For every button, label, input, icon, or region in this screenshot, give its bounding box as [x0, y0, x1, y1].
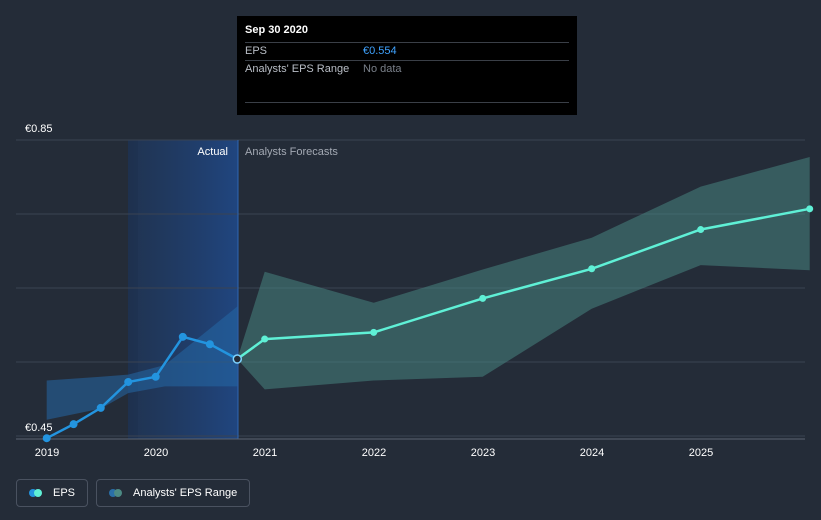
past-shade-highlight — [128, 140, 238, 439]
x-tick-label: 2022 — [362, 447, 386, 459]
eps-forecast-point — [697, 226, 705, 234]
eps-actual-line — [46, 335, 238, 440]
tooltip-eps-label: EPS — [245, 45, 268, 57]
range-swatch-dot-1 — [109, 489, 118, 497]
eps-forecast-point — [261, 335, 269, 343]
eps-forecast-point — [806, 205, 814, 213]
eps-point — [69, 420, 78, 429]
legend-eps-label: EPS — [53, 487, 76, 499]
tooltip-date: Sep 30 2020 — [245, 24, 308, 36]
y-axis-min-label: €0.45 — [25, 422, 53, 434]
forecast-eps-range-band — [237, 157, 810, 390]
eps-point — [205, 340, 214, 349]
forecast-label: Analysts Forecasts — [245, 146, 338, 158]
eps-swatch-icon — [29, 489, 45, 497]
tooltip: Sep 30 2020 EPS €0.554 Analysts' EPS Ran… — [237, 16, 577, 115]
legend: EPS Analysts' EPS Range — [16, 479, 251, 507]
tooltip-range-value: No data — [363, 63, 402, 75]
range-swatch-icon — [109, 489, 125, 497]
x-tick-label: 2024 — [580, 447, 604, 459]
range-swatch-dot-2 — [114, 489, 123, 497]
tooltip-spacer — [245, 78, 569, 103]
grid-lines — [16, 139, 805, 437]
eps-point — [178, 332, 187, 341]
data-points — [42, 205, 814, 443]
eps-forecast-point — [588, 265, 596, 273]
tooltip-range-label: Analysts' EPS Range — [245, 63, 350, 75]
eps-point — [42, 434, 51, 443]
legend-item-eps[interactable]: EPS — [16, 479, 89, 507]
tooltip-eps-row: EPS €0.554 — [245, 42, 569, 60]
eps-current-point — [232, 354, 243, 364]
x-tick-label: 2023 — [471, 447, 495, 459]
x-tick-label: 2019 — [35, 447, 59, 459]
eps-swatch-dot-1 — [29, 489, 37, 497]
y-axis-max-label: €0.85 — [25, 123, 53, 135]
legend-range-label: Analysts' EPS Range — [133, 487, 238, 499]
eps-swatch-dot-2 — [34, 489, 42, 497]
x-tick-label: 2025 — [689, 447, 713, 459]
x-tick-label: 2020 — [144, 447, 168, 459]
x-tick-label: 2021 — [253, 447, 277, 459]
eps-forecast-point — [479, 294, 487, 302]
tooltip-eps-value: €0.554 — [363, 45, 397, 57]
eps-point — [124, 377, 133, 386]
eps-point — [151, 372, 160, 381]
past-eps-range-band — [46, 306, 238, 420]
eps-forecast-point — [370, 328, 378, 336]
x-axis-ticks: 2019 2020 2021 2022 2023 2024 2025 — [35, 447, 713, 459]
legend-item-eps-range[interactable]: Analysts' EPS Range — [96, 479, 251, 507]
tooltip-range-row: Analysts' EPS Range No data — [245, 60, 569, 78]
actual-label: Actual — [197, 146, 228, 158]
eps-point — [96, 403, 105, 412]
